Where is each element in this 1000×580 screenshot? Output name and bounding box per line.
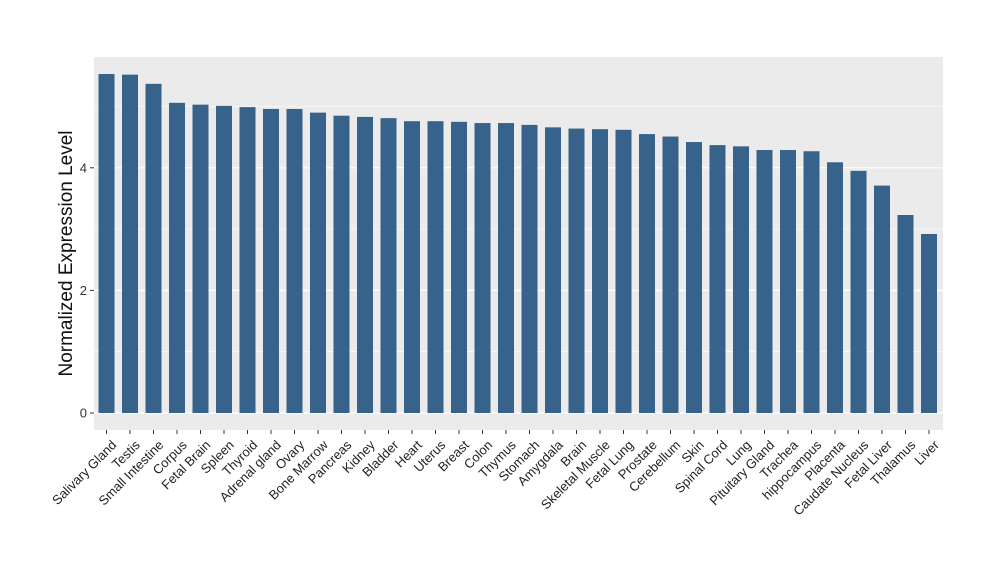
bar	[380, 118, 397, 413]
bar	[827, 162, 843, 413]
bar	[498, 123, 514, 414]
bar	[592, 129, 608, 413]
bar	[545, 127, 561, 413]
bar	[874, 185, 890, 413]
bar	[239, 107, 256, 413]
bar	[780, 150, 796, 413]
bar	[333, 115, 350, 413]
bar	[98, 74, 115, 414]
bar	[310, 112, 326, 413]
bar	[897, 215, 914, 413]
bar	[427, 121, 444, 413]
plot-panel	[94, 57, 943, 430]
bar	[169, 102, 185, 414]
y-axis: 0 2 4	[80, 160, 94, 421]
bar	[756, 150, 773, 413]
bar	[850, 170, 867, 413]
bar	[404, 121, 420, 413]
y-tick-label: 0	[80, 406, 87, 421]
bar	[662, 136, 679, 414]
bar	[803, 151, 820, 413]
bar	[686, 142, 702, 413]
bar	[122, 74, 138, 414]
bar	[357, 116, 373, 414]
bar	[216, 105, 232, 414]
bar	[615, 129, 632, 413]
bar	[263, 108, 279, 414]
y-tick-label: 4	[80, 160, 87, 175]
bar	[192, 104, 209, 413]
bar	[474, 123, 491, 414]
bar	[733, 146, 749, 413]
bar	[145, 83, 162, 413]
bar	[451, 121, 467, 413]
grid-layer	[94, 106, 943, 414]
y-axis-title: Normalized Expression Level	[56, 130, 77, 376]
bar	[921, 234, 937, 413]
bar	[568, 128, 585, 413]
bar	[639, 134, 655, 413]
bar	[286, 108, 303, 414]
x-tick-label: Liver	[911, 437, 942, 468]
y-tick-label: 2	[80, 283, 87, 298]
bar	[709, 145, 726, 413]
bars-layer	[98, 74, 937, 414]
bar	[521, 124, 538, 413]
